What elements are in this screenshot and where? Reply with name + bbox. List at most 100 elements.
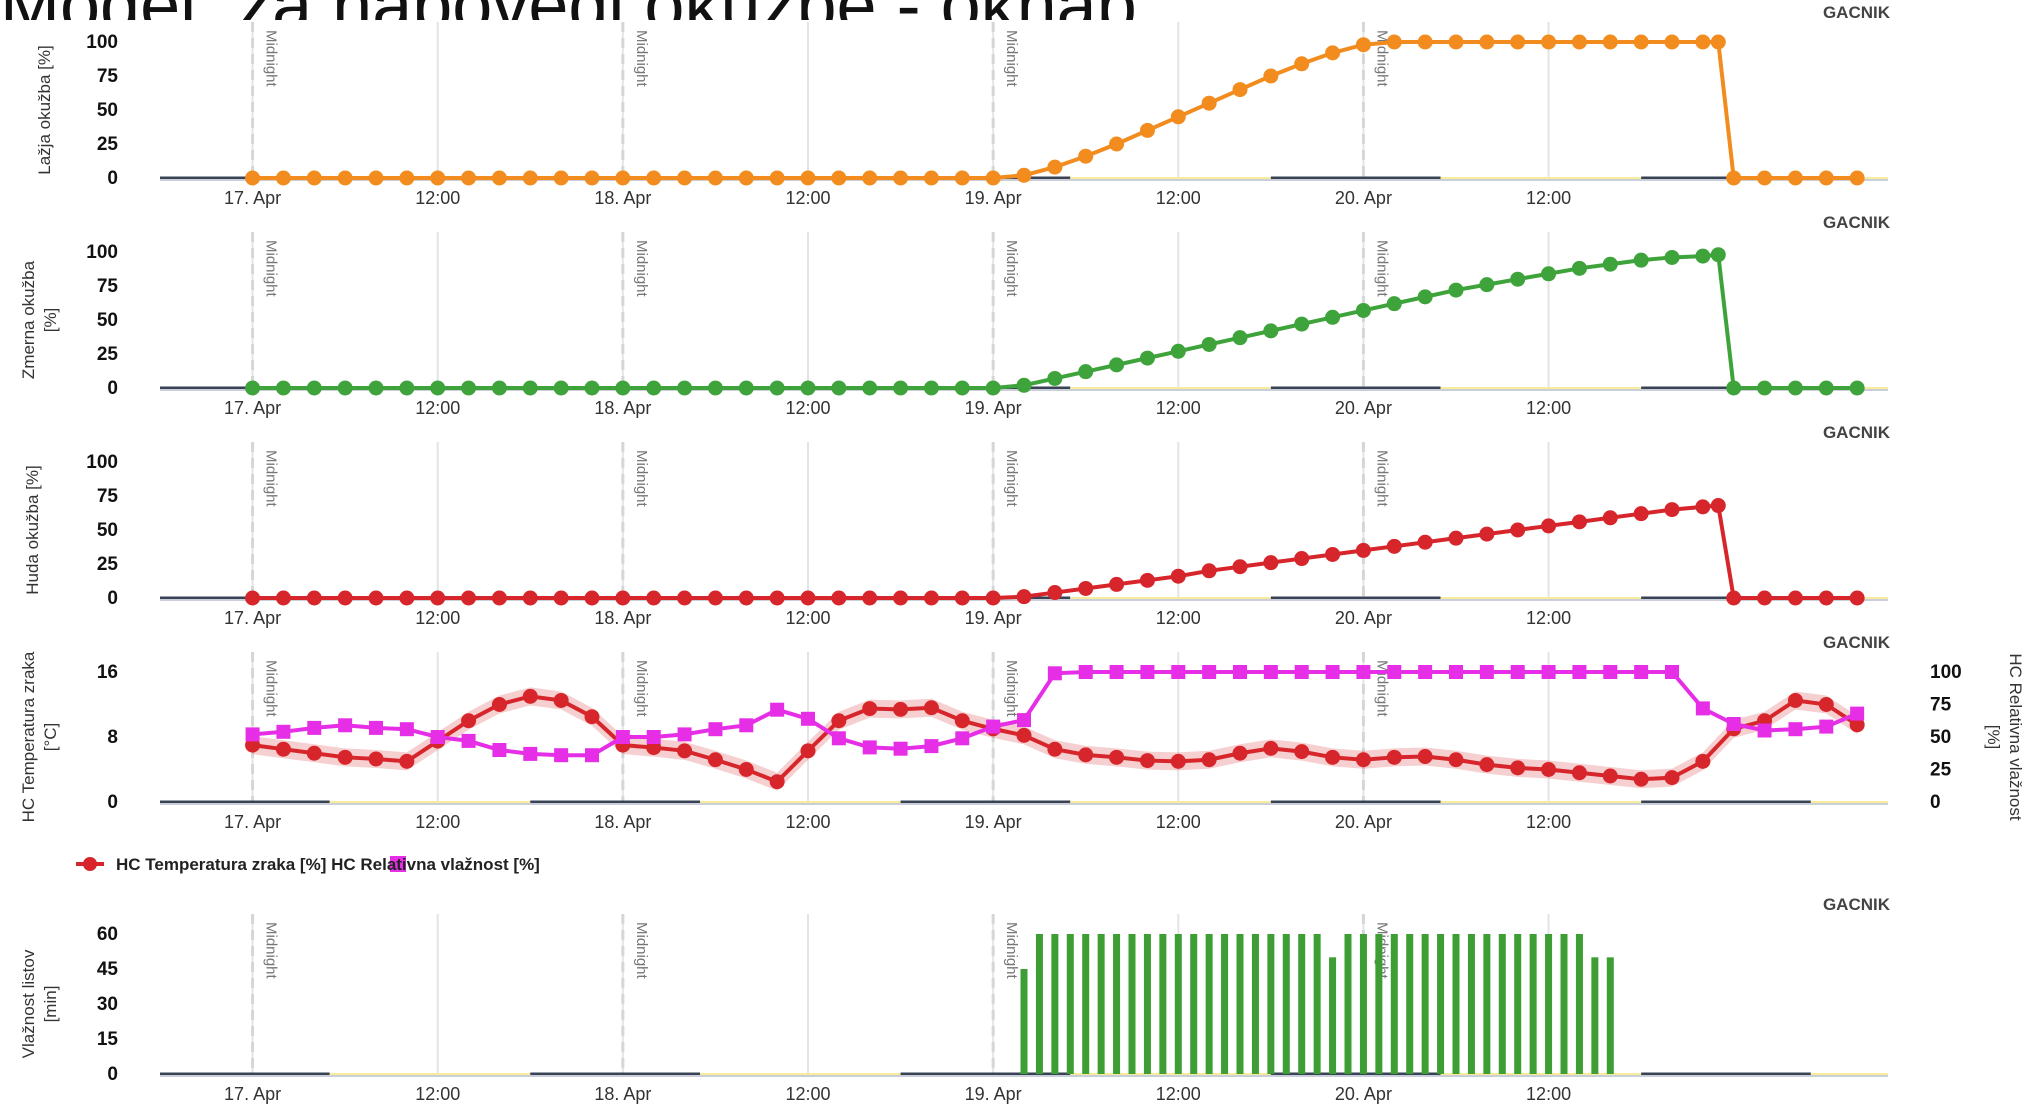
data-point [430,170,446,186]
data-point [1170,753,1186,769]
data-point [553,170,569,186]
humidity-point [1788,722,1803,737]
x-tick-label: 17. Apr [224,608,281,628]
data-point [522,170,538,186]
leaf-wetness-bar [1282,934,1290,1074]
x-tick-label: 12:00 [415,812,460,832]
data-point [1201,95,1217,111]
data-point [1664,502,1680,518]
chart-panel-huda: GACNIK Midnight Midnight Midnight Midnight 17… [23,423,1891,628]
station-label: GACNIK [1823,213,1891,232]
data-point [1016,589,1032,605]
y-right-axis-title: HC Relativna vlažnost [2006,653,2025,821]
data-point [553,692,569,708]
y-tick-label: 75 [97,276,119,297]
series-line [252,252,1858,390]
data-point [368,380,384,396]
humidity-point [924,739,939,754]
y-right-tick-label: 75 [1930,695,1952,716]
humidity-point [615,730,630,744]
leaf-wetness-bar [1159,934,1167,1074]
humidity-point [646,730,661,744]
x-tick-label: 12:00 [415,188,460,208]
data-point [275,170,291,186]
humidity-point [523,746,538,761]
data-point [1757,170,1773,186]
data-point [1695,34,1711,50]
data-point [1541,34,1557,50]
midnight-label: Midnight [633,240,650,298]
midnight-label: Midnight [1003,240,1020,298]
data-point [1448,34,1464,50]
data-point [1664,249,1680,265]
data-point [1541,266,1557,282]
data-point [461,590,477,606]
data-point [1232,745,1248,761]
data-point [646,170,662,186]
data-point [337,749,353,765]
page-title: Model: za napovedi okužbe - oknap [0,0,1700,20]
data-point [1078,148,1094,164]
humidity-point [554,748,569,763]
humidity-point [1479,665,1494,679]
y-tick-label: 25 [97,554,119,575]
x-tick-label: 17. Apr [224,188,281,208]
x-tick-label: 12:00 [1156,1084,1201,1104]
data-point [1571,34,1587,50]
midnight-label: Midnight [263,660,280,718]
data-point [1263,740,1279,756]
data-point [862,380,878,396]
y-tick-label: 50 [97,310,118,331]
data-point [923,590,939,606]
data-point [1417,289,1433,305]
x-tick-label: 19. Apr [965,1084,1022,1104]
chart-panel-zmerna: GACNIK Midnight Midnight Midnight Midnight 17… [19,213,1891,418]
data-point [491,170,507,186]
x-tick-label: 12:00 [415,398,460,418]
data-point [954,170,970,186]
y-tick-label: 60 [97,924,118,945]
station-label: GACNIK [1823,423,1891,442]
data-point [1325,546,1341,562]
y-tick-label: 100 [86,242,118,263]
data-point [1541,762,1557,777]
x-tick-label: 12:00 [1526,188,1571,208]
x-tick-label: 19. Apr [965,812,1022,832]
y-tick-label: 0 [107,792,118,813]
leaf-wetness-bar [1545,934,1553,1074]
leaf-wetness-bar [1221,934,1229,1074]
y-tick-label: 0 [107,588,118,609]
series-line [252,40,1858,180]
y-tick-label: 45 [97,959,119,980]
humidity-point [955,731,970,746]
data-point [738,380,754,396]
data-point [707,380,723,396]
data-point [1602,768,1618,784]
data-point [584,380,600,396]
data-point [800,743,816,759]
data-point [1355,37,1371,53]
y-axis-title: [min] [41,986,60,1023]
y-tick-label: 100 [86,32,118,53]
humidity-point [1541,665,1556,679]
data-point [862,701,878,717]
legend-humidity-marker [390,856,406,872]
y-tick-label: 25 [97,344,119,365]
data-point [831,713,847,729]
leaf-wetness-bar [1329,957,1337,1074]
data-point [1109,136,1125,152]
data-point [677,170,693,186]
x-tick-label: 18. Apr [594,608,651,628]
data-point [1047,585,1063,601]
y-axis-title: Vlažnost listov [19,949,38,1058]
data-point [275,380,291,396]
leaf-wetness-bar [1560,934,1568,1074]
midnight-label: Midnight [633,922,650,980]
data-point [245,590,261,606]
data-point [1232,559,1248,575]
data-point [1695,753,1711,769]
data-point [738,762,754,777]
data-point [1818,590,1834,606]
data-point [1109,576,1125,592]
humidity-point [770,702,785,717]
